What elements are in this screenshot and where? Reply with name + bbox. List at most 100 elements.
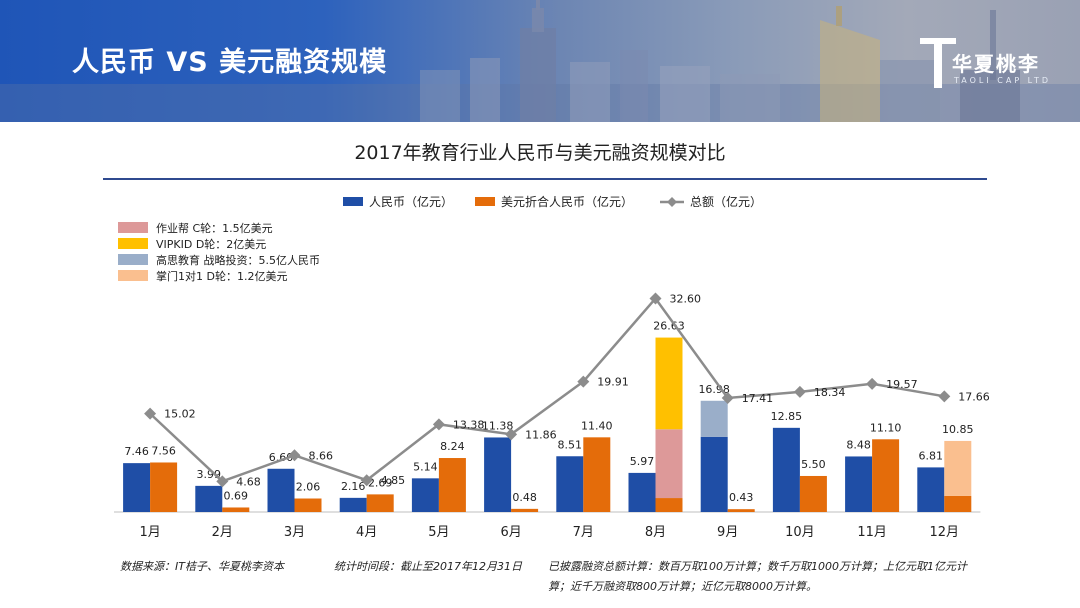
usd-bar-segment — [655, 337, 683, 430]
annotation-label: VIPKID D轮：2亿美元 — [156, 237, 266, 251]
usd-bar-segment — [655, 429, 683, 499]
rmb-bar — [772, 427, 800, 512]
total-point — [288, 449, 301, 462]
usd-bar — [944, 495, 972, 512]
x-tick-label: 3月 — [284, 525, 305, 540]
annotation-label: 作业帮 C轮：1.5亿美元 — [156, 221, 273, 235]
usd-bar — [872, 439, 900, 512]
legend-label: 美元折合人民币（亿元） — [501, 194, 633, 209]
rmb-data-label: 8.51 — [558, 438, 583, 451]
total-data-label: 19.91 — [597, 376, 629, 389]
total-point — [721, 391, 734, 404]
page-title: 人民币 VS 美元融资规模 — [72, 47, 388, 78]
rmb-data-label: 8.48 — [846, 438, 871, 451]
x-tick-label: 11月 — [857, 525, 887, 540]
rmb-data-label: 6.60 — [269, 451, 294, 464]
total-point — [432, 418, 445, 431]
usd-data-label: 0.69 — [224, 489, 249, 502]
total-point — [577, 375, 590, 388]
logo-name: 华夏桃李 — [952, 52, 1040, 76]
company-logo: 华夏桃李 TAOLI CAP LTD — [918, 32, 1068, 94]
annotation-swatch — [118, 222, 148, 233]
usd-bar — [511, 508, 539, 512]
usd-data-label: 5.50 — [801, 458, 826, 471]
total-line — [149, 296, 945, 483]
rmb-data-label: 16.98 — [698, 383, 730, 396]
total-data-label: 32.60 — [670, 292, 702, 305]
rmb-bar — [123, 463, 151, 512]
total-point — [360, 474, 373, 487]
usd-bar — [294, 498, 322, 512]
rmb-data-label: 3.99 — [197, 468, 222, 481]
total-point — [938, 390, 951, 403]
rmb-data-label: 5.97 — [630, 455, 655, 468]
annotation-label: 高思教育 战略投资：5.5亿人民币 — [156, 253, 320, 267]
rmb-bar — [556, 456, 584, 512]
rmb-bar-segment — [700, 400, 728, 437]
x-tick-label: 9月 — [717, 525, 738, 540]
total-data-label: 17.66 — [958, 390, 990, 403]
header-banner: 人民币 VS 美元融资规模 华夏桃李 TAOLI CAP LTD — [0, 0, 1080, 122]
usd-bar — [655, 498, 683, 512]
total-point — [505, 428, 518, 441]
usd-bar — [222, 507, 250, 512]
rmb-bar — [339, 497, 367, 512]
method-note-line2: 算；近千万融资取800万计算；近亿元取8000万计算。 — [548, 580, 817, 593]
usd-data-label: 11.10 — [870, 421, 902, 434]
total-data-label: 17.41 — [742, 392, 774, 405]
total-point — [649, 292, 662, 305]
usd-data-label: 2.69 — [368, 476, 393, 489]
legend-marker — [667, 197, 677, 207]
rmb-bar — [700, 436, 728, 512]
total-point — [144, 407, 157, 420]
rmb-bar — [484, 437, 512, 512]
city-skyline-image — [0, 0, 1080, 122]
rmb-data-label: 6.81 — [919, 449, 944, 462]
rmb-data-label: 2.16 — [341, 480, 366, 493]
total-data-label: 18.34 — [814, 386, 846, 399]
rmb-data-label: 12.85 — [771, 410, 803, 423]
rmb-bar — [845, 456, 873, 512]
rmb-bar — [195, 485, 223, 512]
x-tick-label: 7月 — [573, 525, 594, 540]
annotation-swatch — [118, 238, 148, 249]
x-tick-label: 12月 — [930, 525, 960, 540]
x-tick-label: 6月 — [500, 525, 521, 540]
logo-subtitle: TAOLI CAP LTD — [954, 76, 1052, 85]
rmb-data-label: 5.14 — [413, 460, 438, 473]
x-tick-label: 1月 — [139, 525, 160, 540]
legend-label: 总额（亿元） — [690, 194, 762, 209]
chart-title: 2017年教育行业人民币与美元融资规模对比 — [354, 142, 726, 164]
x-tick-label: 2月 — [212, 525, 233, 540]
x-tick-label: 8月 — [645, 525, 666, 540]
usd-bar — [727, 509, 755, 512]
usd-bar — [438, 458, 466, 512]
usd-bar — [799, 475, 827, 512]
total-data-label: 4.68 — [236, 475, 260, 488]
usd-bar — [150, 462, 178, 512]
period-note: 统计时间段：截止至2017年12月31日 — [334, 560, 522, 573]
rmb-bar — [411, 478, 439, 512]
total-data-label: 8.66 — [309, 449, 334, 462]
total-point — [216, 475, 229, 488]
total-data-label: 19.57 — [886, 378, 918, 391]
legend-label: 人民币（亿元） — [369, 194, 453, 209]
usd-bar — [583, 437, 611, 512]
total-data-label: 15.02 — [164, 408, 196, 421]
rmb-bar — [917, 467, 945, 512]
total-data-label: 11.86 — [525, 428, 557, 441]
usd-data-label: 11.40 — [581, 419, 613, 432]
rmb-data-label: 7.46 — [124, 445, 149, 458]
rmb-data-label: 11.38 — [482, 419, 514, 432]
usd-data-label: 7.56 — [151, 444, 176, 457]
x-tick-label: 5月 — [428, 525, 449, 540]
usd-data-label: 8.24 — [440, 440, 465, 453]
annotation-label: 掌门1对1 D轮：1.2亿美元 — [156, 269, 287, 283]
source-note: 数据来源：IT桔子、华夏桃李资本 — [120, 560, 284, 573]
method-note-line1: 已披露融资总额计算：数百万取100万计算；数千万取1000万计算；上亿元取1亿元… — [548, 560, 967, 573]
logo-mark-icon — [920, 38, 956, 88]
total-data-label: 4.85 — [381, 474, 406, 487]
annotation-swatch — [118, 270, 148, 281]
usd-data-label: 0.43 — [729, 491, 754, 504]
